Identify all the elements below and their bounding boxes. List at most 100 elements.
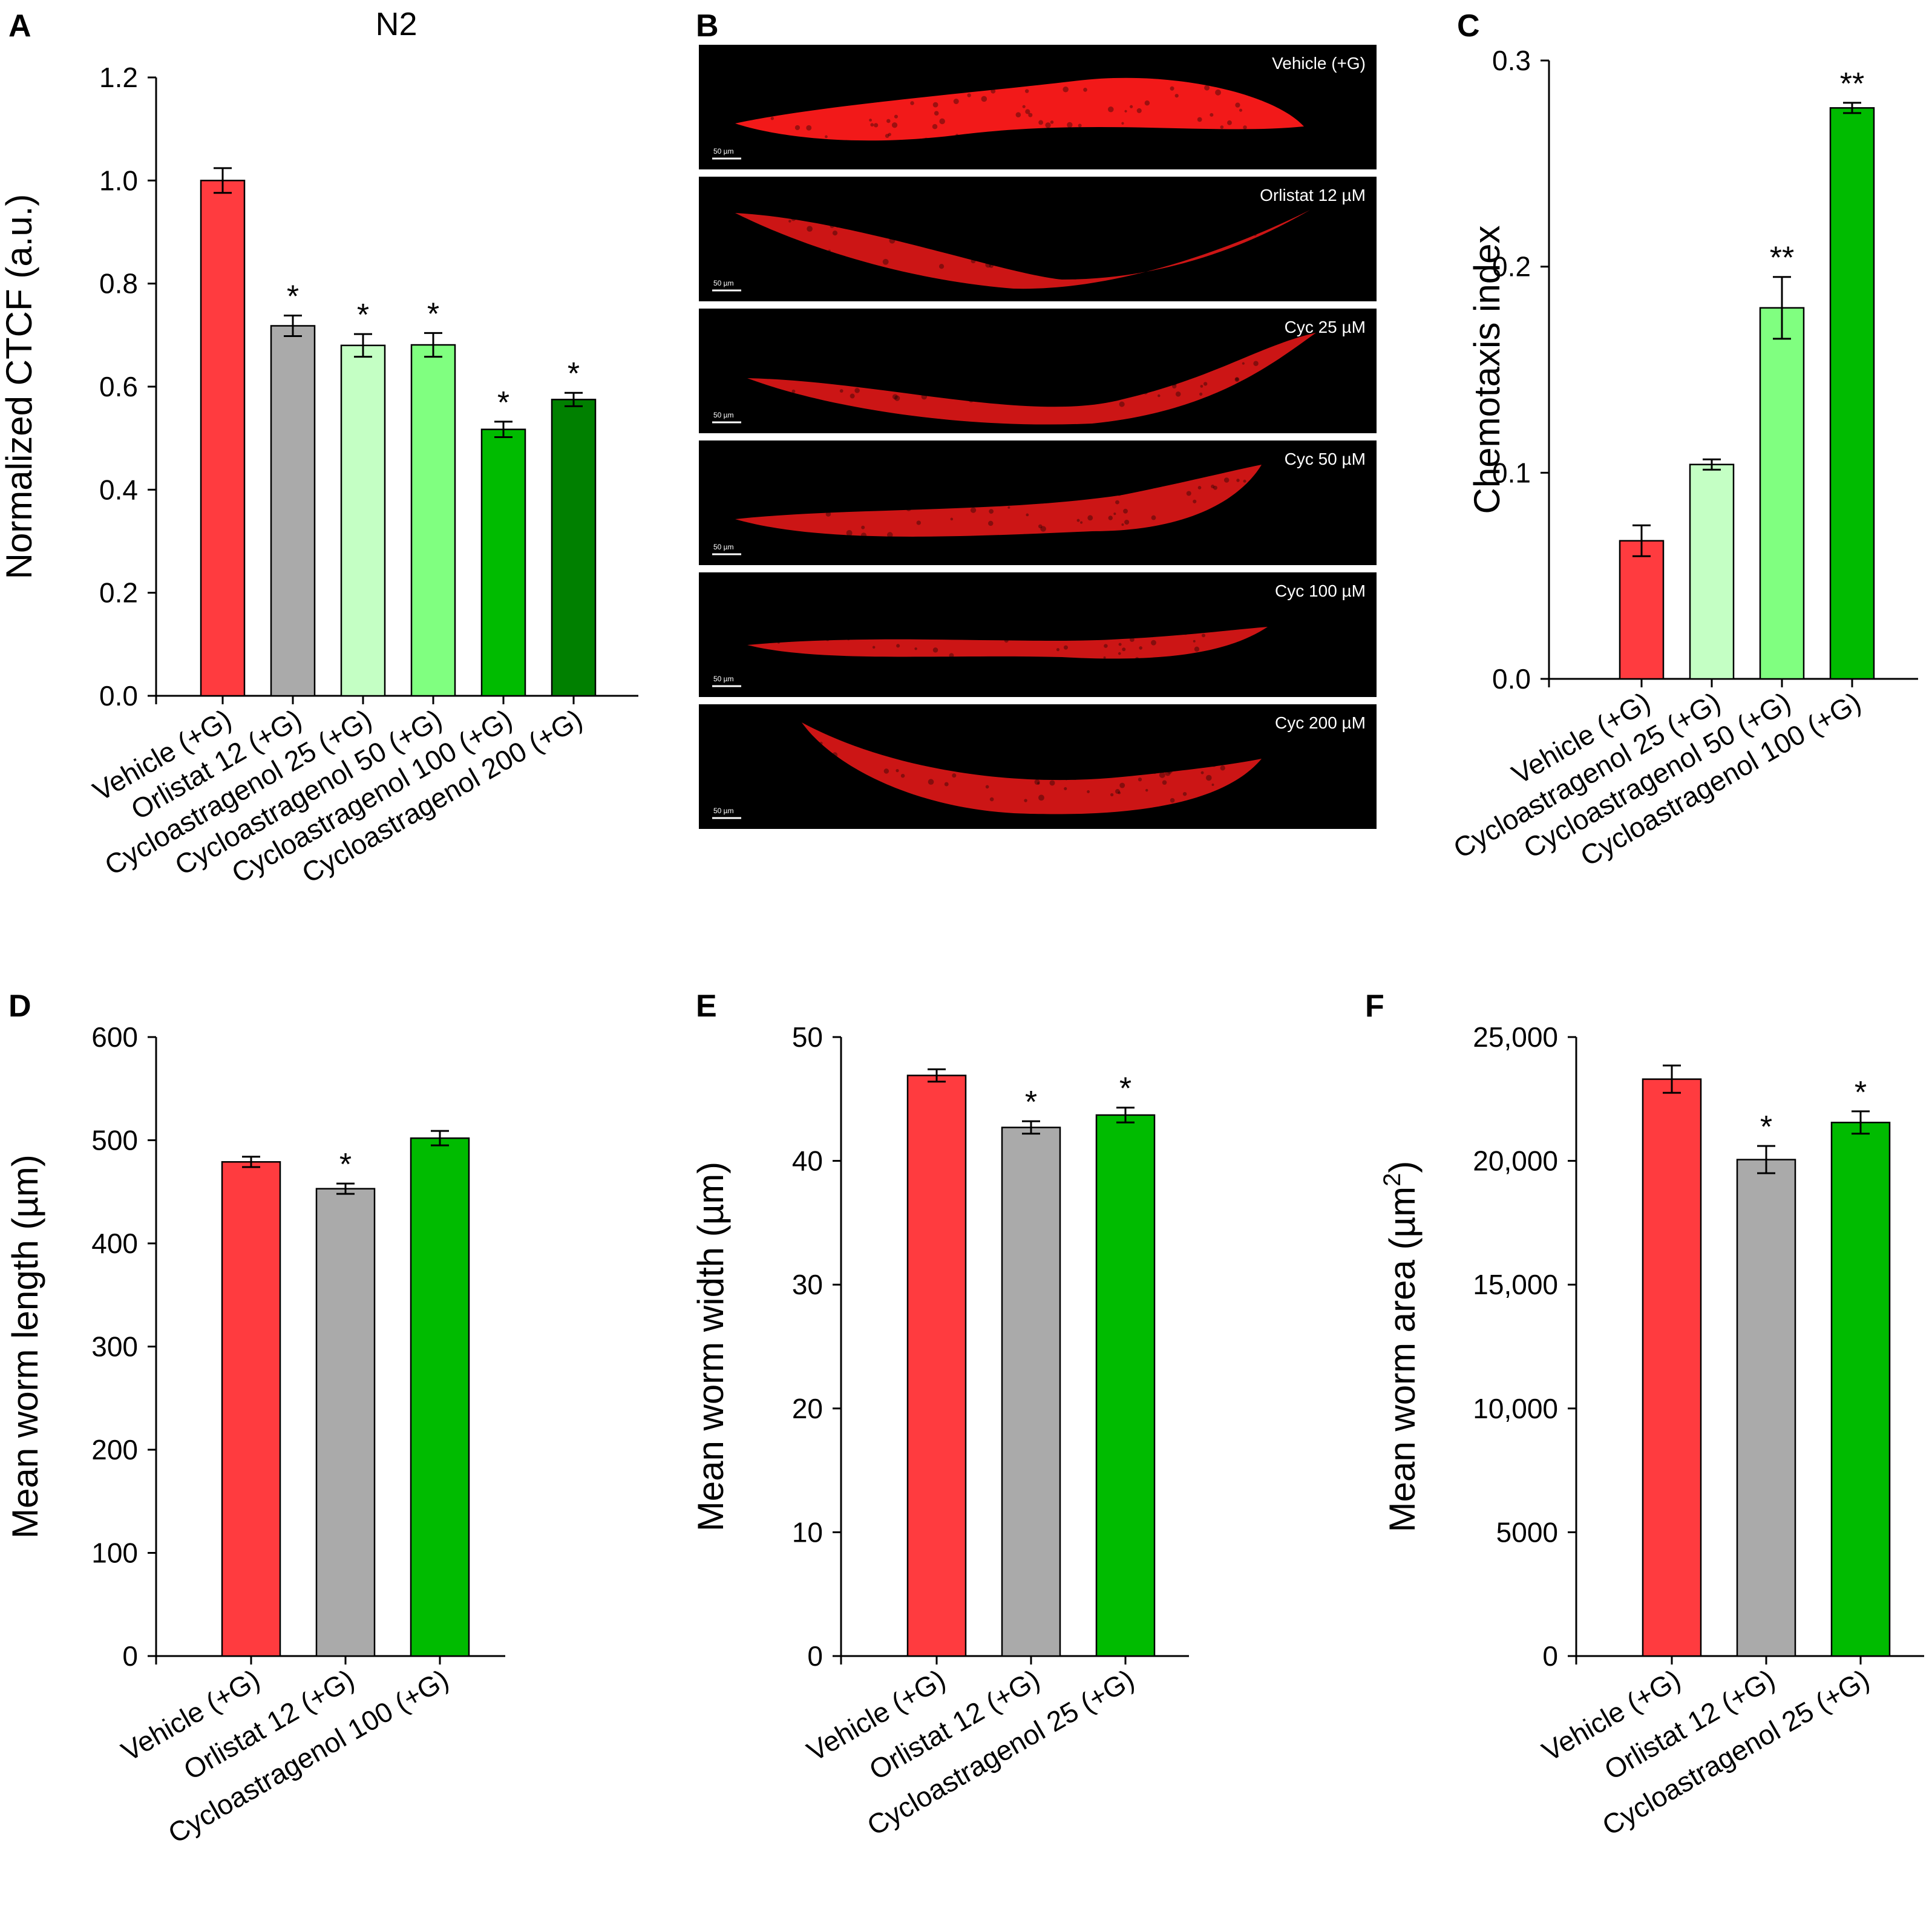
speckle	[1162, 780, 1167, 785]
speckle	[882, 258, 889, 265]
significance-marker: *	[287, 279, 299, 314]
speckle	[1211, 784, 1214, 787]
speckle	[1045, 122, 1051, 128]
speckle	[1263, 345, 1267, 349]
speckle	[939, 118, 945, 125]
speckle	[874, 123, 879, 128]
speckle	[1105, 372, 1111, 378]
speckle	[1073, 224, 1078, 229]
worm-fluorescence	[735, 77, 1304, 141]
speckle	[896, 769, 899, 773]
speckle	[1139, 646, 1142, 650]
speckle	[1233, 646, 1239, 652]
speckle	[775, 403, 779, 407]
speckle	[1087, 515, 1093, 521]
y-tick-label: 100	[91, 1537, 138, 1569]
speckle	[1215, 221, 1219, 225]
speckle	[1053, 353, 1056, 356]
speckle	[896, 644, 900, 648]
speckle	[954, 614, 960, 620]
speckle	[1094, 489, 1098, 494]
speckle	[923, 137, 929, 144]
y-tick-label: 20	[792, 1393, 823, 1424]
speckle	[1168, 216, 1174, 223]
y-axis-title-text: Normalized CTCF (a.u.)	[0, 194, 39, 580]
bar-5	[480, 428, 526, 697]
speckle	[968, 397, 974, 403]
speckle	[1073, 269, 1079, 274]
chart-panel-d: 0 100 200 300 400 500 600 Mean worm length (µm)…	[5, 1021, 505, 1849]
speckle	[825, 637, 830, 641]
speckle	[1154, 253, 1160, 258]
speckle	[1038, 524, 1043, 529]
speckle	[811, 613, 814, 617]
speckle	[1135, 656, 1139, 661]
speckle	[1130, 105, 1133, 108]
speckle	[869, 119, 873, 122]
speckle	[1113, 512, 1116, 516]
bar-4	[410, 344, 456, 697]
speckle	[1038, 120, 1044, 125]
speckle	[1061, 224, 1067, 230]
speckle	[1036, 388, 1041, 393]
speckle	[785, 507, 791, 513]
speckle	[1211, 761, 1217, 767]
speckle	[1257, 620, 1260, 623]
scale-bar-label: 50 µm	[713, 543, 734, 551]
significance-marker: *	[1855, 1075, 1867, 1110]
speckle	[1199, 392, 1203, 396]
speckle	[1197, 761, 1203, 766]
speckle	[1050, 120, 1054, 124]
speckle	[986, 239, 992, 246]
speckle	[1064, 739, 1068, 743]
speckle	[1099, 742, 1104, 747]
speckle	[854, 215, 858, 220]
speckle	[1072, 758, 1076, 762]
speckle	[782, 97, 787, 102]
speckle	[1001, 259, 1006, 265]
speckle	[984, 482, 991, 488]
speckle	[894, 114, 898, 119]
speckle	[828, 362, 833, 368]
speckle	[888, 133, 891, 136]
speckle	[1249, 660, 1255, 666]
bar-1	[1619, 540, 1665, 680]
speckle	[1168, 221, 1171, 225]
speckle	[1098, 481, 1101, 485]
speckle	[985, 261, 992, 268]
y-tick-label: 5000	[1496, 1516, 1558, 1548]
speckle	[927, 371, 931, 375]
speckle	[1235, 517, 1239, 520]
speckle	[923, 499, 926, 502]
speckle	[1243, 244, 1248, 249]
speckle	[1246, 254, 1251, 258]
speckle	[1103, 656, 1106, 659]
speckle	[1243, 125, 1247, 129]
speckle	[1080, 521, 1083, 524]
speckle	[1213, 485, 1217, 490]
speckle	[851, 497, 856, 501]
speckle	[994, 767, 1000, 774]
speckle	[1001, 475, 1004, 479]
speckle	[1220, 82, 1225, 87]
speckle	[1022, 105, 1026, 108]
speckle	[1118, 643, 1122, 646]
speckle	[961, 502, 964, 506]
speckle	[1253, 361, 1259, 367]
speckle	[1207, 132, 1213, 138]
speckle	[991, 88, 996, 94]
image-label: Cyc 25 µM	[1285, 318, 1366, 336]
speckle	[983, 345, 989, 350]
speckle	[1150, 628, 1155, 633]
speckle	[825, 135, 828, 139]
speckle	[1220, 125, 1224, 129]
microscopy-image-2: Orlistat 12 µM 50 µm	[699, 177, 1377, 301]
speckle	[798, 95, 803, 100]
worm-fluorescence	[735, 465, 1262, 537]
y-axis-title: Mean worm area (µm2)	[1379, 1161, 1423, 1533]
y-tick-label: 0.0	[1492, 663, 1531, 695]
speckle	[1176, 664, 1182, 670]
microscopy-image-6: Cyc 200 µM 50 µm	[699, 704, 1377, 829]
speckle	[1165, 770, 1171, 776]
